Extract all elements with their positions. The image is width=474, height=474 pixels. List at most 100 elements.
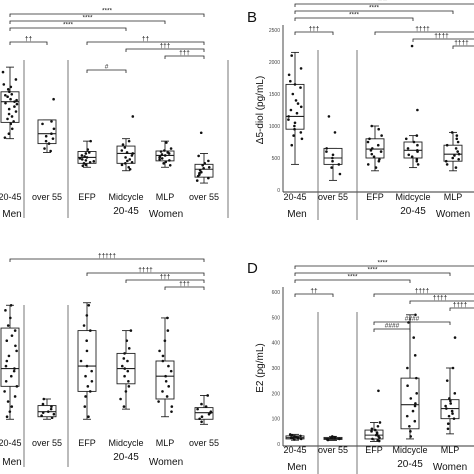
data-point <box>290 433 294 437</box>
data-point <box>445 407 448 410</box>
category-label: MLP <box>156 192 175 202</box>
data-point <box>294 435 298 439</box>
data-point <box>10 92 14 96</box>
data-point <box>8 410 12 413</box>
data-point <box>368 137 371 141</box>
data-point <box>406 366 409 370</box>
data-point <box>160 157 164 160</box>
data-point <box>1 70 5 74</box>
data-point <box>6 400 10 403</box>
data-point <box>15 102 19 106</box>
y-tick-label: 0 <box>277 442 280 448</box>
data-point <box>457 152 461 156</box>
data-point <box>125 151 129 154</box>
significance-label: ††† <box>309 26 320 33</box>
data-point <box>14 110 18 113</box>
significance-label: **** <box>377 260 388 267</box>
data-point <box>405 414 409 418</box>
data-point <box>126 159 129 163</box>
data-point <box>200 420 203 424</box>
y-tick-label: 300 <box>272 366 281 372</box>
data-point <box>7 107 11 111</box>
data-point <box>451 366 455 370</box>
data-point <box>9 122 13 126</box>
category-label: EFP <box>365 445 383 455</box>
data-point <box>84 374 87 378</box>
data-point <box>130 154 134 157</box>
data-point <box>329 436 333 440</box>
data-point <box>166 316 169 320</box>
data-point <box>415 376 418 380</box>
data-point <box>287 73 291 77</box>
data-point <box>200 415 204 419</box>
data-point <box>299 131 303 134</box>
data-point <box>444 404 447 408</box>
data-point <box>92 160 96 163</box>
data-point <box>158 156 161 159</box>
data-point <box>409 397 413 400</box>
data-point <box>129 329 133 332</box>
y-tick-label: 1000 <box>269 124 280 130</box>
data-point <box>5 359 9 363</box>
data-point <box>7 112 11 116</box>
data-point <box>122 357 126 360</box>
data-point <box>374 166 378 169</box>
group-label: 20-45 <box>113 452 139 463</box>
box-3 <box>400 377 420 430</box>
data-point <box>196 407 199 411</box>
data-point <box>410 155 414 159</box>
data-point <box>416 108 419 112</box>
significance-label: ††† <box>160 274 171 281</box>
data-point <box>376 424 380 428</box>
significance-bracket <box>294 10 454 14</box>
group-label: 20-45 <box>113 206 139 217</box>
data-point <box>337 163 341 166</box>
data-point <box>299 434 302 438</box>
data-point <box>10 115 14 118</box>
data-point <box>167 364 170 368</box>
significance-bracket <box>449 307 474 311</box>
data-point <box>127 385 131 388</box>
data-point <box>163 339 167 343</box>
data-point <box>292 134 295 137</box>
data-point <box>296 437 300 440</box>
data-point <box>87 151 91 154</box>
data-point <box>325 147 328 150</box>
data-point <box>207 159 210 163</box>
significance-label: †††† <box>433 295 448 302</box>
data-point <box>374 428 377 432</box>
data-point <box>161 390 164 393</box>
data-point <box>290 54 293 57</box>
data-point <box>370 124 374 128</box>
data-point <box>165 141 168 144</box>
significance-label: †† <box>25 36 33 43</box>
category-label: EFP <box>78 438 96 448</box>
data-point <box>3 136 7 139</box>
group-label: Men <box>2 209 21 220</box>
data-point <box>13 100 16 103</box>
data-point <box>415 134 419 137</box>
category-label: EFP <box>366 192 384 202</box>
significance-label: **** <box>349 12 360 19</box>
data-point <box>164 374 167 378</box>
box-0 <box>0 91 20 123</box>
y-tick-label: 2500 <box>269 28 280 34</box>
data-point <box>411 409 415 413</box>
significance-label: **** <box>367 267 378 274</box>
data-point <box>120 149 124 152</box>
data-point <box>85 364 89 368</box>
data-point <box>416 143 419 147</box>
data-point <box>88 390 92 393</box>
data-point <box>453 336 457 339</box>
data-point <box>449 399 452 403</box>
data-point <box>4 101 7 105</box>
data-point <box>85 349 89 353</box>
data-point <box>445 163 449 166</box>
data-point <box>287 118 290 121</box>
data-point <box>292 438 296 441</box>
data-point <box>9 85 13 89</box>
data-point <box>412 336 416 339</box>
data-point <box>2 83 6 86</box>
data-point <box>120 364 124 368</box>
data-point <box>13 367 16 370</box>
